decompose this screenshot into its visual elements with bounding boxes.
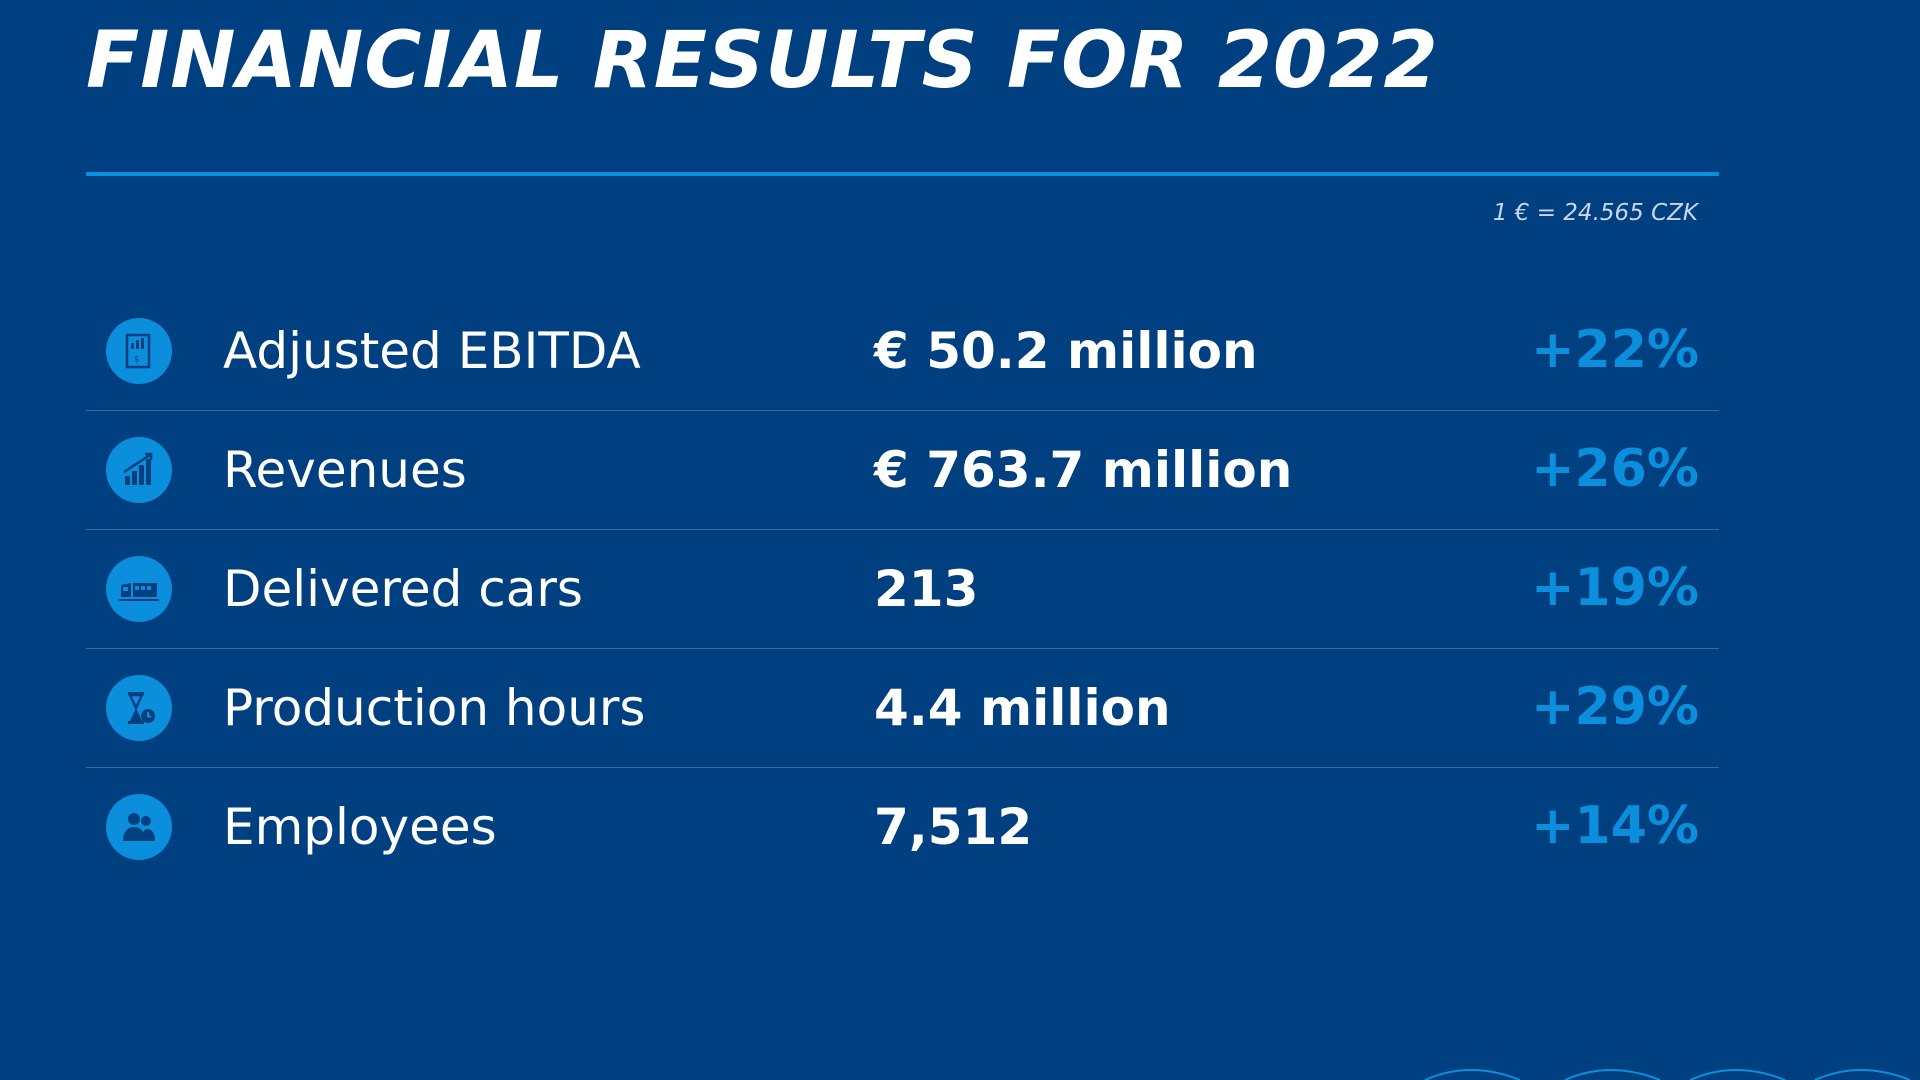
result-label: Employees [223,798,497,856]
result-row-revenues: Revenues € 763.7 million +26% [86,411,1719,530]
result-value: 7,512 [874,798,1033,856]
train-icon [106,556,172,622]
decorative-wheels [1424,1069,1911,1080]
result-label: Adjusted EBITDA [223,322,641,380]
result-label: Revenues [223,441,467,499]
result-value: € 763.7 million [874,441,1293,499]
result-row-delivered-cars: Delivered cars 213 +19% [86,530,1719,649]
result-change: +22% [1530,320,1699,380]
result-row-production-hours: Production hours 4.4 million +29% [86,649,1719,768]
bar-chart-icon [106,437,172,503]
result-value: 4.4 million [874,679,1171,737]
result-row-employees: Employees 7,512 +14% [86,768,1719,886]
result-value: 213 [874,560,979,618]
result-change: +26% [1530,439,1699,499]
hourglass-icon [106,675,172,741]
results-list: $ Adjusted EBITDA € 50.2 million +22% Re… [86,292,1719,886]
exchange-rate-note: 1 € = 24.565 CZK [1492,200,1698,226]
result-label: Production hours [223,679,646,737]
svg-text:$: $ [134,355,140,365]
title-divider [86,172,1719,176]
result-change: +29% [1530,677,1699,737]
finance-report-icon: $ [106,318,172,384]
result-label: Delivered cars [223,560,583,618]
page-title: FINANCIAL RESULTS FOR 2022 [86,16,1439,106]
result-row-ebitda: $ Adjusted EBITDA € 50.2 million +22% [86,292,1719,411]
result-value: € 50.2 million [874,322,1258,380]
people-icon [106,794,172,860]
result-change: +14% [1530,796,1699,856]
result-change: +19% [1530,558,1699,618]
